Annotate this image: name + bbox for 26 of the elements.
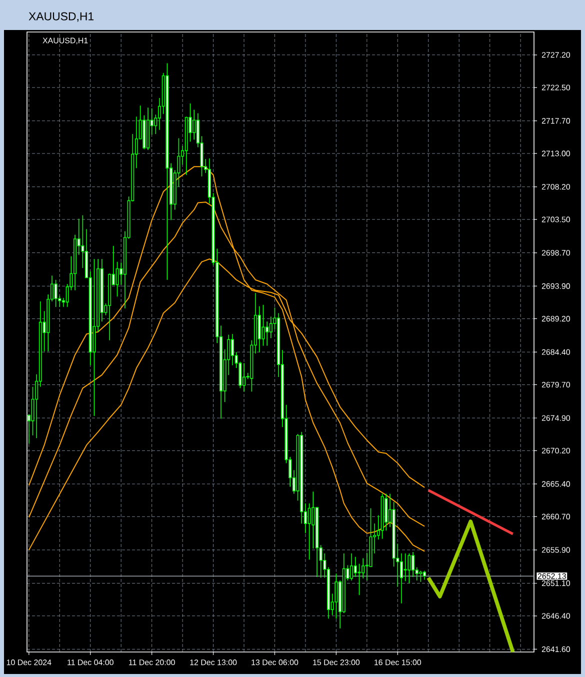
candlestick xyxy=(242,362,246,392)
candlestick xyxy=(315,507,318,578)
candlestick xyxy=(400,553,403,604)
candlestick xyxy=(108,274,112,341)
candlestick xyxy=(269,316,272,339)
candlestick xyxy=(412,552,415,578)
candlestick xyxy=(362,558,365,579)
candlestick xyxy=(300,432,304,524)
candlestick xyxy=(142,114,146,150)
candlestick xyxy=(230,334,234,366)
candlestick xyxy=(312,491,315,549)
candlestick xyxy=(404,553,407,582)
candlestick xyxy=(74,234,77,291)
candlestick xyxy=(92,258,96,416)
candlestick xyxy=(184,116,188,176)
candlestick xyxy=(166,62,169,280)
line-series xyxy=(28,166,426,552)
candlestick xyxy=(266,321,269,346)
candlestick xyxy=(342,553,346,614)
candlestick xyxy=(258,306,261,352)
candlestick xyxy=(423,570,426,580)
chart-title: XAUUSD,H1 xyxy=(28,12,94,22)
candlestick xyxy=(384,493,388,531)
line-series xyxy=(426,520,515,654)
candlestick xyxy=(354,556,357,578)
candlestick xyxy=(192,109,196,140)
